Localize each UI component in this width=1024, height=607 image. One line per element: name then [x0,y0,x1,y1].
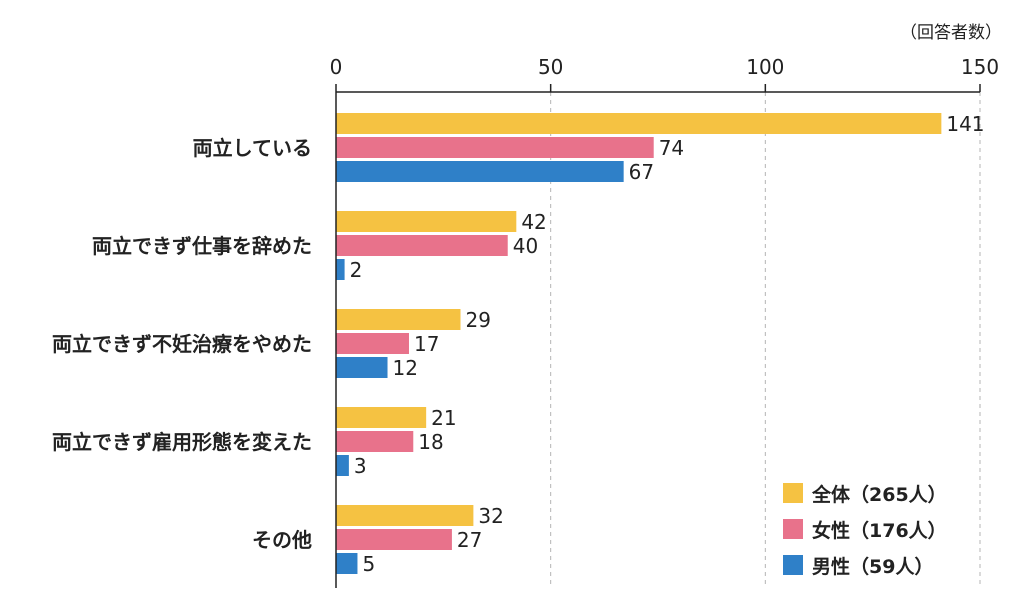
legend-swatch [783,483,803,503]
bar [336,505,474,526]
bar [336,529,452,550]
data-label: 3 [354,454,367,478]
unit-label: （回答者数） [900,23,1002,43]
bar [336,309,461,330]
data-label: 74 [659,136,684,160]
bar [336,161,624,182]
data-label: 27 [457,528,482,552]
data-label: 17 [414,332,439,356]
bar [336,211,517,232]
category-label: 両立できず仕事を辞めた [92,234,312,258]
bar [336,137,654,158]
data-label: 18 [418,430,443,454]
bar [336,357,388,378]
data-label: 2 [350,258,363,282]
bar [336,407,427,428]
bar [336,455,349,476]
bars [336,113,942,574]
legend: 全体（265人） 女性（176人） 男性（59人） [783,483,947,578]
x-axis-ticks: 0 50 100 150 [330,55,999,93]
data-label: 67 [629,160,654,184]
bar [336,333,409,354]
legend-swatch [783,519,803,539]
category-label: 両立している [193,136,312,160]
tick-label: 100 [746,55,784,79]
category-label: その他 [252,528,312,552]
bar [336,431,414,452]
data-label: 40 [513,234,538,258]
bar [336,259,345,280]
category-labels: 両立している両立できず仕事を辞めた両立できず不妊治療をやめた両立できず雇用形態を… [52,136,312,552]
data-label: 42 [521,210,546,234]
bar [336,113,942,134]
bar [336,235,508,256]
category-label: 両立できず雇用形態を変えた [52,430,312,454]
data-label: 21 [431,406,456,430]
data-label: 29 [466,308,491,332]
category-label: 両立できず不妊治療をやめた [52,332,312,356]
legend-label: 男性（59人） [812,555,933,578]
tick-label: 150 [961,55,999,79]
tick-label: 50 [538,55,563,79]
data-label: 141 [946,112,984,136]
data-label: 32 [478,504,503,528]
bar [336,553,358,574]
data-label: 5 [362,552,375,576]
legend-label: 女性（176人） [812,519,947,542]
data-label: 12 [393,356,418,380]
tick-label: 0 [330,55,343,79]
legend-label: 全体（265人） [811,483,947,506]
legend-swatch [783,555,803,575]
